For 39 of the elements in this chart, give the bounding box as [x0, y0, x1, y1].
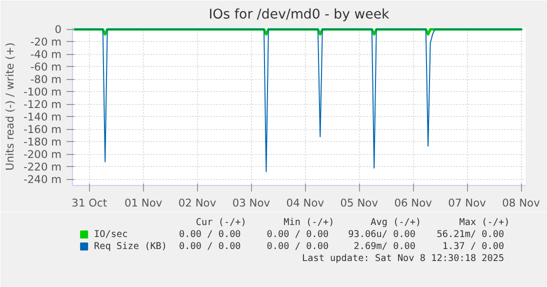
x-tick-label: 01 Nov — [124, 196, 162, 210]
x-tick-label: 02 Nov — [178, 196, 216, 210]
x-tick-label: 05 Nov — [340, 196, 378, 210]
y-tick-label: -160 m — [24, 122, 62, 136]
x-tick-label: 07 Nov — [448, 196, 486, 210]
y-tick-label: -240 m — [24, 172, 62, 186]
x-tick-label: 31 Oct — [72, 196, 108, 210]
y-axis-title: Units read (-) / write (+) — [4, 42, 17, 170]
text: Last update: Sat Nov 8 12:30:18 2025 — [302, 253, 504, 264]
legend-label: Req Size (KB) — [94, 241, 168, 252]
text: 0.00 / 0.00 — [266, 241, 329, 252]
text: Cur (-/+) — [196, 217, 246, 228]
x-tick-label: 03 Nov — [232, 196, 270, 210]
x-tick-label: 08 Nov — [502, 196, 540, 210]
y-tick-label: 0 — [54, 22, 62, 36]
y-tick-label: -20 m — [30, 35, 62, 48]
text: Max (-/+) — [459, 217, 510, 228]
y-tick-label: -120 m — [24, 98, 62, 111]
text: 56.21m/ 0.00 — [436, 229, 505, 240]
legend-label: IO/sec — [94, 229, 128, 240]
y-tick-label: -200 m — [24, 148, 62, 161]
y-tick-label: -80 m — [30, 72, 62, 86]
x-tick-label: 04 Nov — [286, 196, 324, 210]
y-tick-label: -60 m — [30, 60, 62, 74]
y-tick-label: -220 m — [24, 160, 62, 174]
y-tick-label: -140 m — [24, 110, 62, 124]
text: 0.00 / 0.00 — [179, 229, 242, 240]
text: Min (-/+) — [284, 217, 334, 228]
text: Avg (-/+) — [370, 217, 422, 228]
text: 93.06u/ 0.00 — [348, 229, 416, 240]
y-tick-label: -40 m — [30, 48, 62, 61]
y-tick-label: -180 m — [24, 135, 62, 148]
y-tick-label: -100 m — [24, 85, 62, 98]
text: 2.69m/ 0.00 — [354, 241, 416, 252]
chart-title: IOs for /dev/md0 - by week — [208, 8, 390, 22]
text: 0.00 / 0.00 — [179, 241, 242, 252]
text: 1.37 / 0.00 — [442, 241, 505, 252]
text: 0.00 / 0.00 — [266, 229, 329, 240]
x-tick-label: 06 Nov — [394, 196, 432, 210]
